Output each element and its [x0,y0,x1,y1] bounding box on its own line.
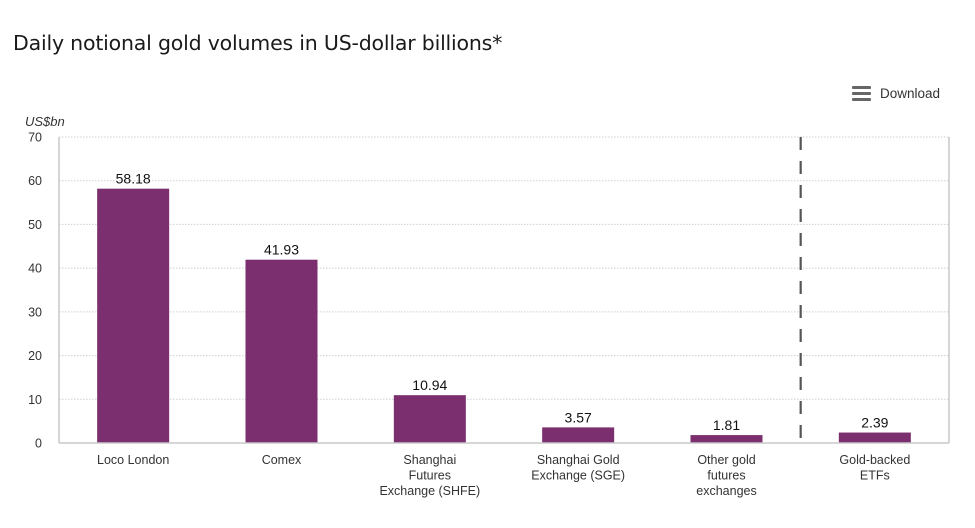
category-label-line: Exchange (SHFE) [379,484,480,498]
y-tick-label: 70 [28,131,42,145]
data-label: 1.81 [713,417,740,433]
data-labels: 58.18 41.93 10.94 3.57 1.81 2.39 [116,171,889,433]
y-tick-label: 10 [28,393,42,407]
bar [393,395,466,443]
category-label-line: Other gold [697,453,755,467]
category-label-line: Shanghai Gold [537,453,620,467]
category-label: Comex [262,453,302,467]
chart-title: Daily notional gold volumes in US-dollar… [13,31,503,55]
download-label: Download [880,86,941,101]
y-tick-label: 50 [28,218,42,232]
data-label: 2.39 [861,415,888,431]
x-axis-categories: Loco London Comex Shanghai Futures Exchange … [97,453,910,498]
data-label: 3.57 [565,409,592,425]
y-axis-unit-label: US$bn [25,114,65,129]
bars [97,188,911,443]
category-label: Other gold futures exchanges [696,453,756,498]
bar [838,432,911,443]
bar [690,435,763,443]
download-button[interactable]: Download [852,86,940,101]
category-label: Shanghai Futures Exchange (SHFE) [379,453,480,498]
bar [97,188,170,443]
category-label-line: Shanghai [403,453,456,467]
category-label-line: Gold-backed [839,453,910,467]
y-axis-ticks: 0 10 20 30 40 50 60 70 [28,131,42,451]
plot-frame [58,137,950,444]
category-label: Loco London [97,453,169,467]
data-label: 41.93 [264,242,299,258]
y-tick-label: 60 [28,174,42,188]
y-tick-label: 30 [28,305,42,319]
category-label-line: Loco London [97,453,169,467]
data-label: 10.94 [412,377,447,393]
category-label-line: Futures [409,469,451,483]
category-label-line: Comex [262,453,302,467]
category-label: Gold-backed ETFs [839,453,910,483]
y-tick-label: 40 [28,262,42,276]
bar [245,259,318,443]
data-label: 58.18 [116,171,151,187]
bar [542,427,615,443]
gridlines [59,136,949,400]
y-tick-label: 0 [35,437,42,451]
hamburger-menu-icon [852,86,871,101]
category-label-line: Exchange (SGE) [531,469,625,483]
category-label: Shanghai Gold Exchange (SGE) [531,453,625,483]
category-label-line: exchanges [696,484,756,498]
category-label-line: futures [707,469,745,483]
category-label-line: ETFs [860,469,890,483]
y-tick-label: 20 [28,349,42,363]
